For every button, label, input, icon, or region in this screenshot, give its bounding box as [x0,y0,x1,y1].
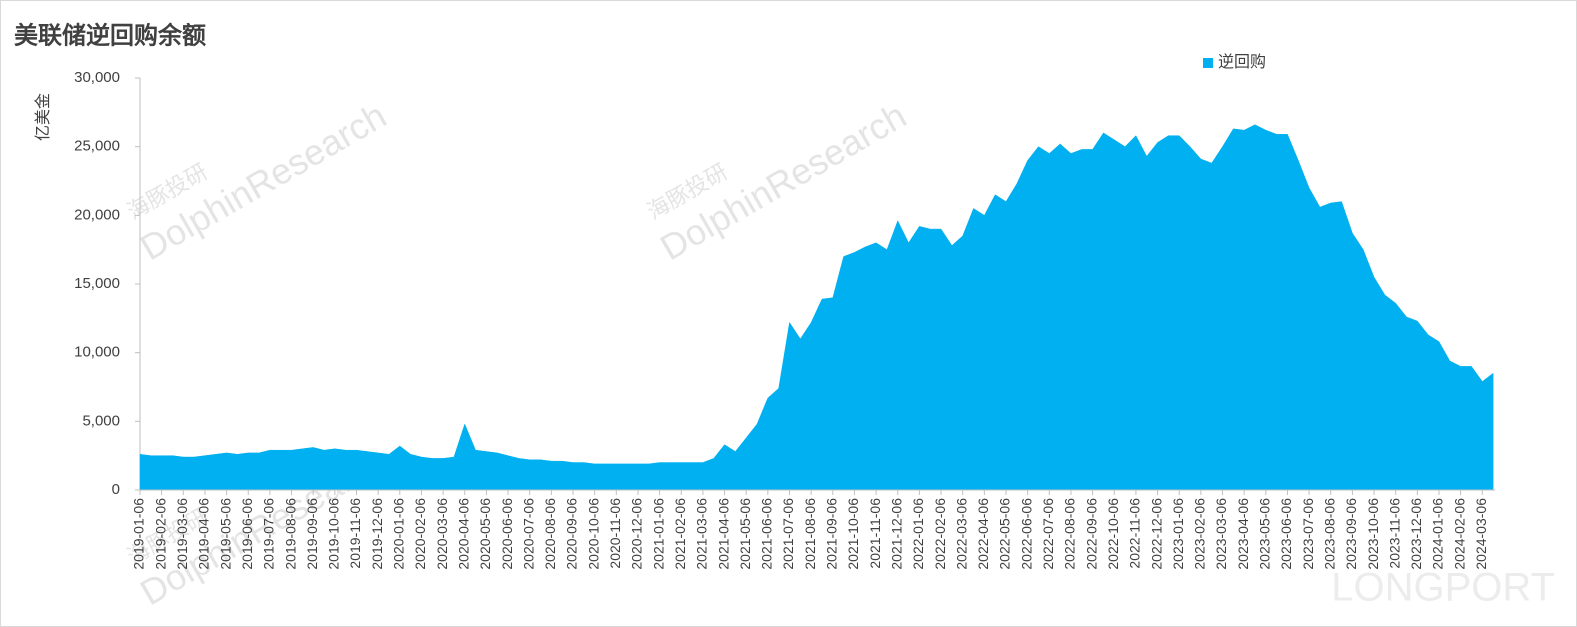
x-tick-label: 2023-11-06 [1386,498,1402,569]
y-tick-label: 5,000 [82,412,120,429]
y-tick-label: 10,000 [74,344,120,361]
x-tick-label: 2024-03-06 [1473,498,1489,570]
x-tick-label: 2021-08-06 [802,498,818,570]
x-tick-label: 2022-05-06 [997,498,1013,570]
x-tick-label: 2020-07-06 [520,498,536,570]
x-tick-label: 2020-10-06 [585,498,601,570]
x-tick-label: 2023-05-06 [1257,498,1273,570]
x-tick-label: 2021-04-06 [715,498,731,570]
y-tick-label: 15,000 [74,275,120,292]
chart-title: 美联储逆回购余额 [14,21,206,49]
x-tick-label: 2022-01-06 [910,498,926,570]
x-tick-label: 2020-08-06 [542,498,558,570]
x-tick-label: 2022-07-06 [1040,498,1056,570]
x-tick-label: 2022-11-06 [1127,498,1143,569]
x-tick-label: 2021-12-06 [888,498,904,570]
x-tick-label: 2019-07-06 [261,498,277,570]
x-tick-label: 2019-01-06 [131,498,147,570]
x-tick-label: 2020-06-06 [499,498,515,570]
x-tick-label: 2021-02-06 [672,498,688,570]
x-tick-label: 2023-07-06 [1300,498,1316,570]
x-tick-label: 2019-11-06 [347,498,363,569]
x-tick-label: 2023-02-06 [1192,498,1208,570]
x-tick-label: 2019-06-06 [239,498,255,570]
x-tick-label: 2020-09-06 [564,498,580,570]
x-tick-label: 2019-03-06 [174,498,190,570]
y-axis-label: 亿美金 [34,93,52,141]
x-tick-label: 2021-11-06 [867,498,883,569]
x-tick-label: 2021-10-06 [845,498,861,570]
x-tick-label: 2023-09-06 [1343,498,1359,570]
x-tick-label: 2020-02-06 [412,498,428,570]
x-tick-label: 2022-02-06 [932,498,948,570]
y-tick-label: 20,000 [74,206,120,223]
x-tick-label: 2022-10-06 [1105,498,1121,570]
x-tick-label: 2021-09-06 [824,498,840,570]
x-tick-label: 2022-03-06 [953,498,969,570]
x-tick-label: 2023-10-06 [1365,498,1381,570]
x-tick-label: 2020-03-06 [434,498,450,570]
x-tick-label: 2021-05-06 [737,498,753,570]
x-tick-label: 2021-07-06 [780,498,796,570]
x-tick-label: 2024-01-06 [1430,498,1446,570]
area [139,124,1494,491]
corner-watermark: LONGPORT [1331,566,1555,610]
x-tick-label: 2020-11-06 [607,498,623,569]
x-tick-label: 2022-06-06 [1018,498,1034,570]
x-tick-label: 2020-04-06 [455,498,471,570]
x-tick-label: 2023-03-06 [1213,498,1229,570]
x-tick-label: 2020-12-06 [629,498,645,570]
x-tick-label: 2022-09-06 [1083,498,1099,570]
x-tick-label: 2021-01-06 [650,498,666,570]
y-tick-label: 25,000 [74,138,120,155]
x-tick-label: 2019-12-06 [369,498,385,570]
legend-swatch [1203,58,1213,68]
y-tick-label: 30,000 [74,69,120,86]
x-tick-label: 2021-06-06 [759,498,775,570]
x-tick-label: 2024-02-06 [1451,498,1467,570]
x-tick-label: 2021-03-06 [694,498,710,570]
x-tick-label: 2023-01-06 [1170,498,1186,570]
x-tick-label: 2019-02-06 [152,498,168,570]
x-tick-label: 2019-08-06 [282,498,298,570]
x-tick-label: 2022-04-06 [975,498,991,570]
x-tick-label: 2023-12-06 [1408,498,1424,570]
y-tick-label: 0 [112,481,120,498]
x-tick-label: 2019-05-06 [217,498,233,570]
x-tick-label: 2023-04-06 [1235,498,1251,570]
x-tick-label: 2022-08-06 [1062,498,1078,570]
x-tick-label: 2019-04-06 [196,498,212,570]
x-tick-label: 2023-06-06 [1278,498,1294,570]
x-tick-label: 2020-05-06 [477,498,493,570]
x-tick-label: 2019-09-06 [304,498,320,570]
x-tick-label: 2023-08-06 [1321,498,1337,570]
x-tick-label: 2020-01-06 [391,498,407,570]
x-tick-label: 2019-10-06 [326,498,342,570]
x-tick-label: 2022-12-06 [1148,498,1164,570]
legend-label: 逆回购 [1218,53,1266,71]
